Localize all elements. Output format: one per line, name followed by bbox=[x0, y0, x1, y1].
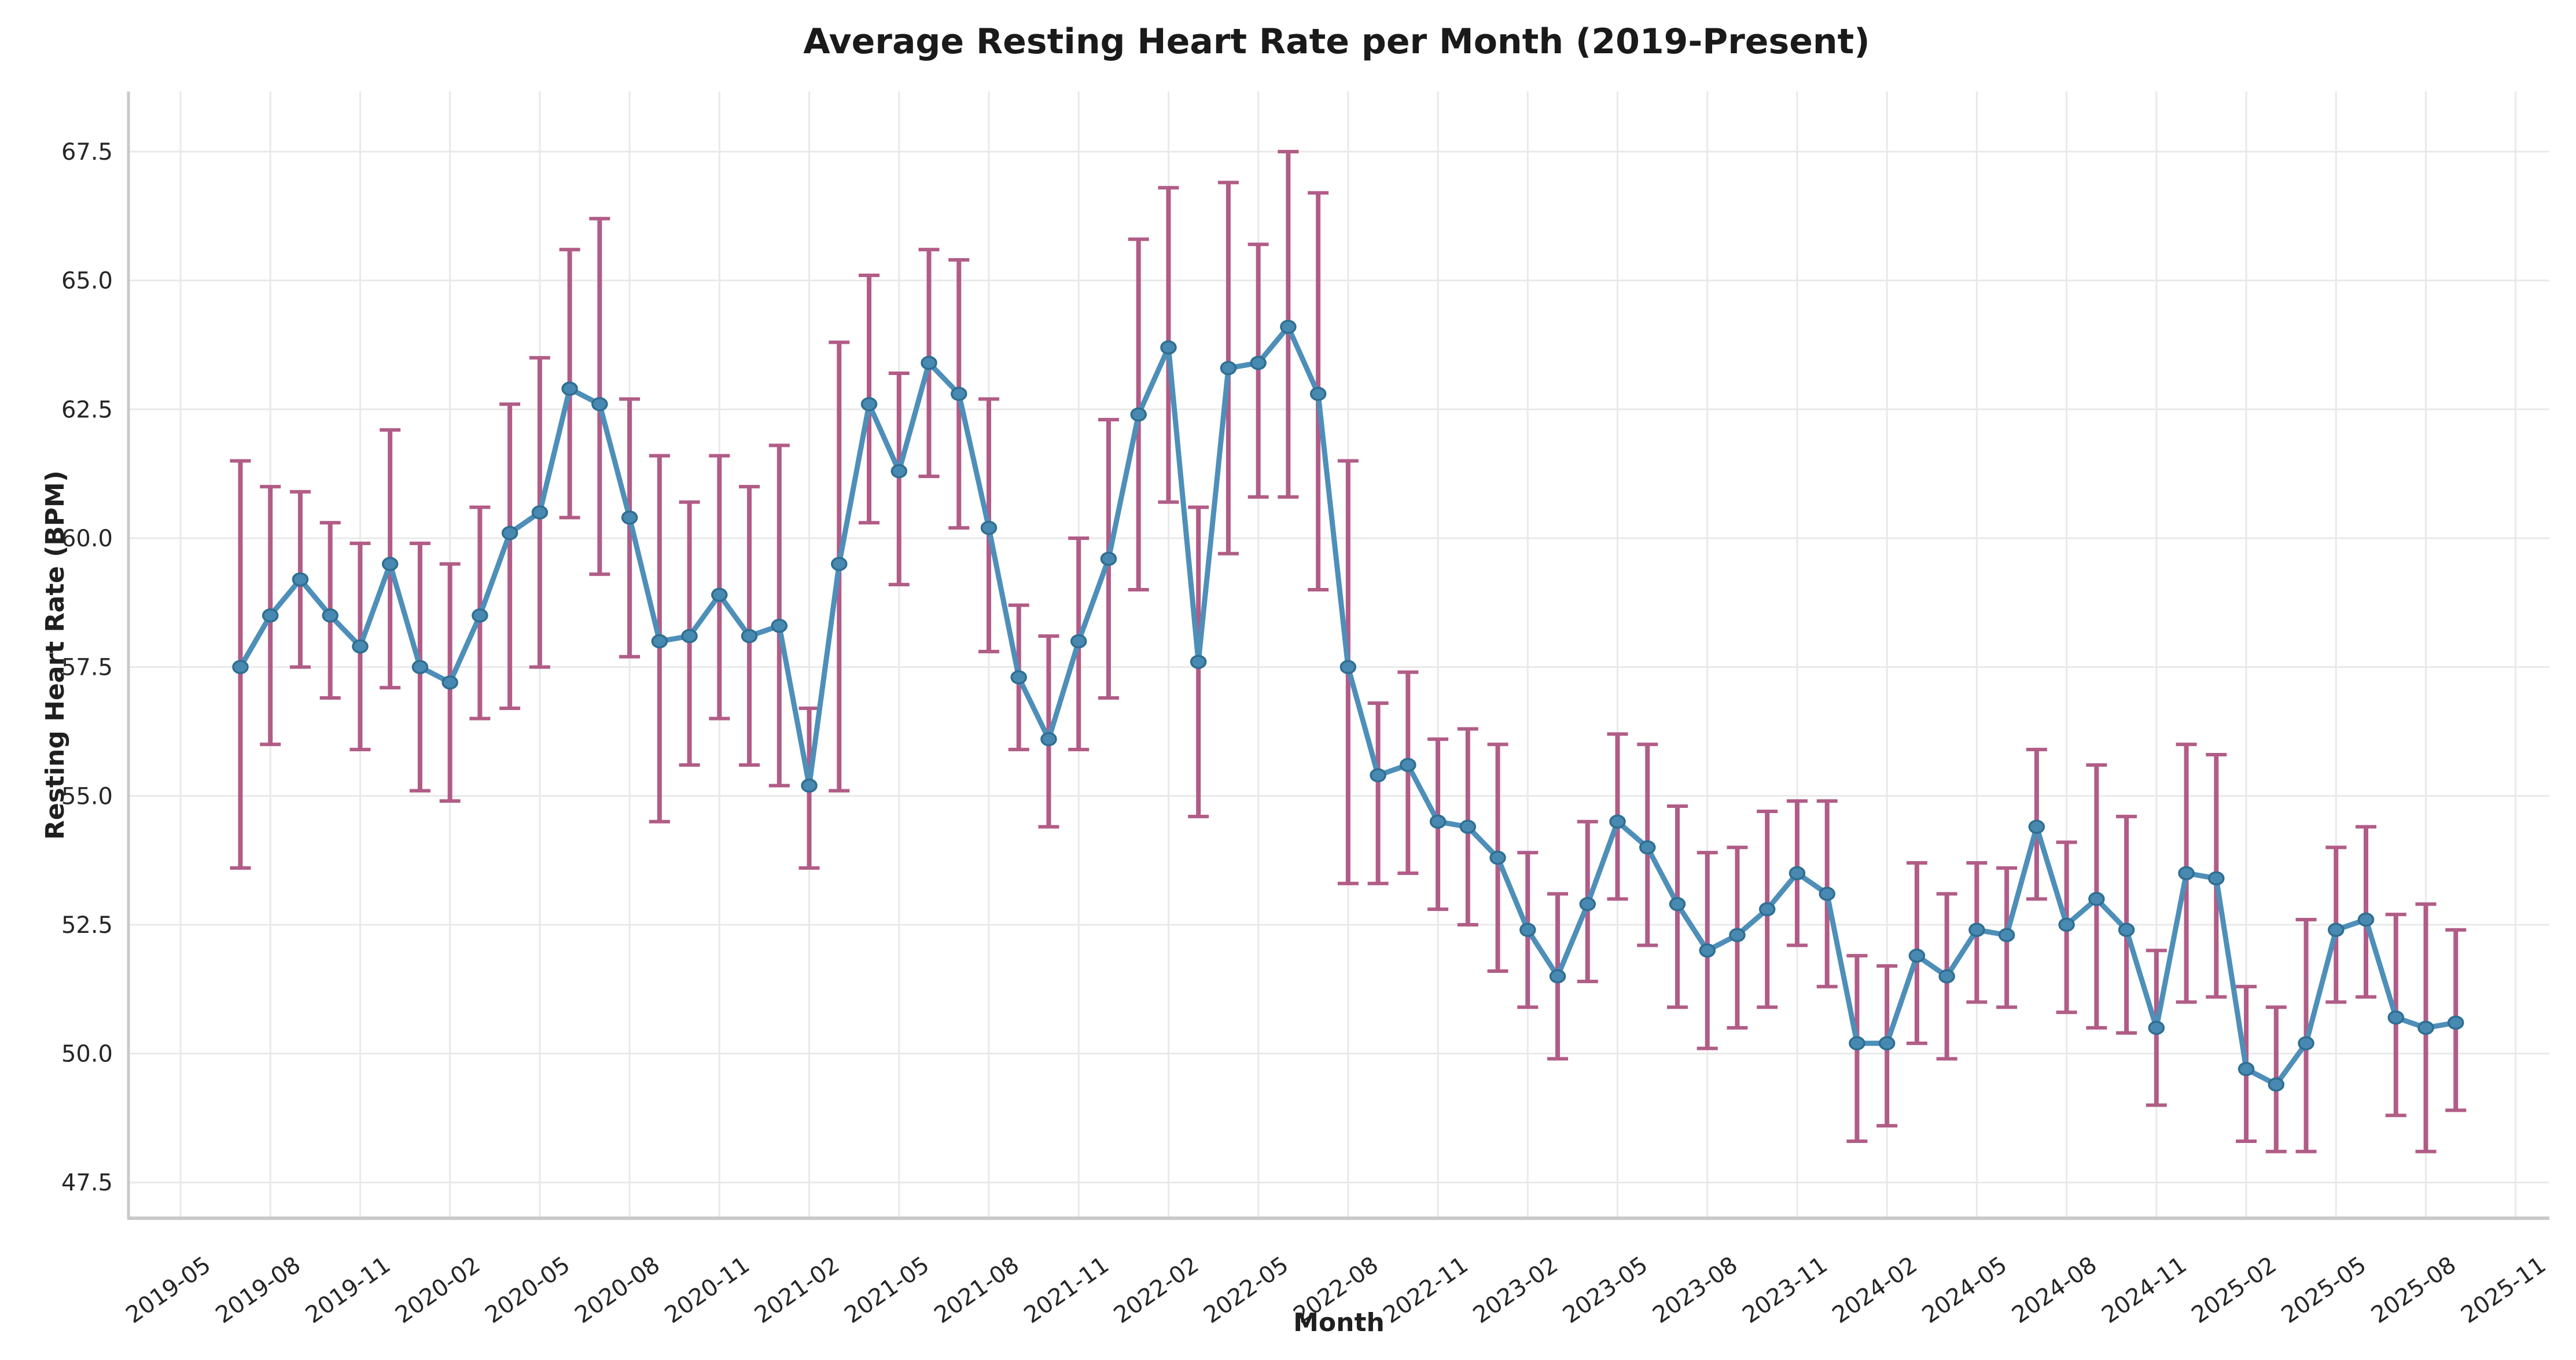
data-point bbox=[381, 557, 399, 571]
data-point bbox=[681, 628, 698, 644]
data-point bbox=[771, 619, 788, 633]
axis-spines bbox=[127, 91, 2549, 1220]
data-point bbox=[2417, 1020, 2434, 1035]
y-tick-label: 50.0 bbox=[61, 1041, 113, 1068]
data-point bbox=[1339, 660, 1357, 674]
y-tick-label: 57.5 bbox=[61, 655, 113, 681]
data-point bbox=[1160, 340, 1177, 355]
data-point bbox=[1878, 1036, 1896, 1050]
data-point bbox=[501, 525, 518, 541]
data-point bbox=[651, 634, 668, 649]
data-point bbox=[1609, 814, 1626, 829]
data-point bbox=[741, 628, 758, 644]
data-point bbox=[1998, 928, 2015, 942]
data-point bbox=[980, 520, 998, 535]
data-point bbox=[1729, 928, 1746, 942]
data-point bbox=[1699, 943, 1716, 958]
data-point bbox=[1040, 732, 1057, 747]
data-point bbox=[711, 587, 728, 602]
data-point bbox=[2118, 922, 2135, 938]
data-point bbox=[1579, 897, 1596, 911]
data-point bbox=[1968, 922, 1985, 938]
data-point bbox=[1400, 758, 1416, 773]
y-tick-label: 67.5 bbox=[61, 139, 113, 166]
x-axis-title: Month bbox=[1293, 1308, 1385, 1337]
data-point bbox=[2088, 892, 2105, 906]
data-point bbox=[1758, 902, 1776, 917]
data-point bbox=[831, 557, 848, 571]
data-point bbox=[1789, 866, 1806, 881]
data-point bbox=[1309, 387, 1327, 401]
data-point bbox=[1549, 969, 1566, 984]
y-tick-label: 52.5 bbox=[61, 912, 113, 939]
data-point bbox=[2298, 1036, 2314, 1050]
data-point bbox=[561, 381, 578, 396]
data-point bbox=[531, 505, 549, 520]
data-point bbox=[801, 778, 818, 793]
y-tick-label: 47.5 bbox=[61, 1170, 113, 1196]
data-point bbox=[2387, 1010, 2405, 1025]
data-point bbox=[411, 660, 429, 674]
y-axis-title: Resting Heart Rate (BPM) bbox=[41, 471, 70, 840]
data-point bbox=[2208, 871, 2225, 885]
data-point bbox=[352, 639, 369, 654]
data-point bbox=[1459, 819, 1477, 834]
data-point bbox=[2447, 1015, 2464, 1030]
data-point bbox=[1220, 361, 1237, 376]
y-tick-label: 60.0 bbox=[61, 525, 113, 552]
data-point bbox=[1519, 922, 1536, 938]
data-point bbox=[2058, 917, 2075, 932]
data-point bbox=[621, 510, 638, 525]
data-point bbox=[2028, 819, 2045, 834]
data-point bbox=[1639, 840, 1656, 855]
data-point bbox=[1070, 634, 1087, 649]
data-point bbox=[292, 572, 309, 587]
data-point bbox=[1250, 355, 1267, 370]
data-point bbox=[472, 608, 488, 623]
data-point bbox=[1130, 407, 1147, 422]
y-tick-label: 65.0 bbox=[61, 268, 113, 295]
data-point bbox=[2328, 922, 2345, 938]
data-point bbox=[1280, 319, 1297, 335]
data-point bbox=[232, 660, 249, 674]
data-point bbox=[1938, 969, 1955, 984]
data-point bbox=[2178, 866, 2195, 881]
data-point bbox=[1849, 1036, 1865, 1050]
data-point bbox=[1100, 552, 1117, 566]
data-point bbox=[1429, 814, 1447, 829]
series-data-points bbox=[232, 319, 2464, 1092]
data-point bbox=[2148, 1020, 2165, 1035]
data-point bbox=[1669, 897, 1686, 911]
y-tick-label: 55.0 bbox=[61, 783, 113, 810]
data-point bbox=[1190, 655, 1207, 669]
data-point bbox=[441, 675, 458, 690]
data-point bbox=[2268, 1077, 2285, 1092]
data-point bbox=[950, 387, 967, 401]
data-point bbox=[322, 608, 338, 623]
data-point bbox=[2357, 912, 2375, 927]
data-point bbox=[2238, 1062, 2255, 1076]
data-point bbox=[1908, 949, 1926, 963]
data-point bbox=[591, 397, 608, 411]
data-point bbox=[1819, 887, 1835, 901]
chart-title: Average Resting Heart Rate per Month (20… bbox=[803, 21, 1870, 62]
data-point bbox=[1370, 768, 1386, 782]
data-point bbox=[860, 397, 878, 411]
data-point bbox=[890, 464, 908, 479]
data-point bbox=[1489, 850, 1506, 865]
data-point bbox=[1010, 670, 1027, 685]
data-point bbox=[262, 608, 279, 623]
y-tick-label: 62.5 bbox=[61, 396, 113, 423]
data-point bbox=[921, 355, 937, 370]
